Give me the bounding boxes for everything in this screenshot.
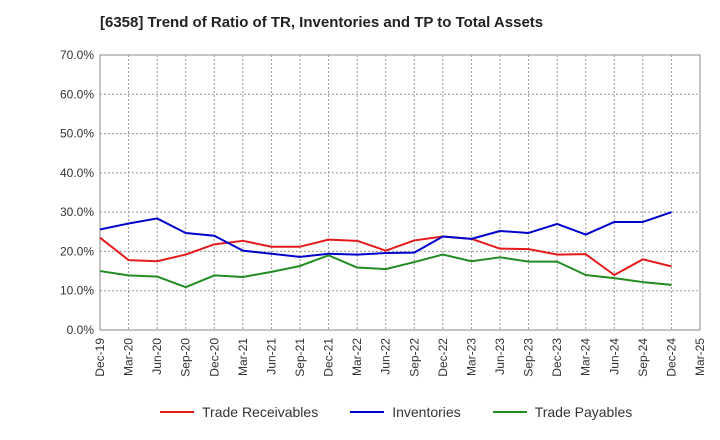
x-tick-label: Sep-23 (522, 338, 536, 377)
x-tick-label: Sep-22 (407, 338, 421, 377)
legend-label-trade-receivables: Trade Receivables (202, 404, 319, 420)
legend-label-inventories: Inventories (392, 404, 461, 420)
x-tick-label: Mar-24 (579, 338, 593, 376)
legend-swatch-trade-payables (492, 411, 527, 413)
y-tick-label: 40.0% (60, 166, 94, 180)
x-tick-label: Jun-23 (493, 338, 507, 375)
x-tick-label: Mar-22 (350, 338, 364, 376)
legend-swatch-inventories (350, 411, 385, 413)
x-tick-label: Dec-23 (550, 338, 564, 377)
y-tick-label: 0.0% (67, 323, 95, 337)
y-tick-label: 60.0% (60, 87, 94, 101)
legend-label-trade-payables: Trade Payables (534, 404, 633, 420)
y-tick-label: 20.0% (60, 244, 94, 258)
legend-item-trade-receivables: Trade Receivables (160, 404, 318, 420)
x-tick-label: Mar-20 (122, 338, 136, 376)
series-line-trade-payables (99, 253, 672, 289)
legend-swatch-trade-receivables (160, 411, 194, 413)
x-tick-label: Sep-21 (293, 338, 307, 377)
y-tick-label: 10.0% (60, 284, 94, 298)
legend-item-inventories: Inventories (350, 404, 461, 420)
x-tick-label: Dec-22 (436, 338, 450, 377)
x-tick-label: Sep-20 (179, 338, 193, 377)
x-tick-label: Jun-22 (379, 338, 393, 375)
y-tick-label: 70.0% (60, 48, 94, 62)
x-tick-label: Mar-25 (693, 338, 707, 376)
x-tick-label: Mar-21 (236, 338, 250, 376)
y-tick-label: 50.0% (60, 127, 94, 141)
x-tick-label: Jun-24 (607, 338, 621, 375)
x-tick-label: Dec-19 (93, 338, 107, 377)
x-tick-label: Dec-20 (207, 338, 221, 377)
series-line-trade-receivables (99, 235, 672, 276)
x-tick-label: Sep-24 (636, 338, 650, 377)
x-tick-label: Mar-23 (464, 338, 478, 376)
legend-item-trade-payables: Trade Payables (492, 404, 633, 420)
x-tick-label: Jun-20 (150, 338, 164, 375)
x-tick-label: Jun-21 (264, 338, 278, 375)
legend: Trade Receivables Inventories Trade Paya… (160, 404, 632, 420)
series-line-inventories (99, 211, 672, 258)
plot-frame (99, 54, 701, 331)
x-tick-label: Dec-21 (322, 338, 336, 377)
x-tick-label: Dec-24 (664, 338, 678, 377)
chart-title: [6358] Trend of Ratio of TR, Inventories… (100, 14, 544, 31)
y-tick-label: 30.0% (60, 205, 94, 219)
